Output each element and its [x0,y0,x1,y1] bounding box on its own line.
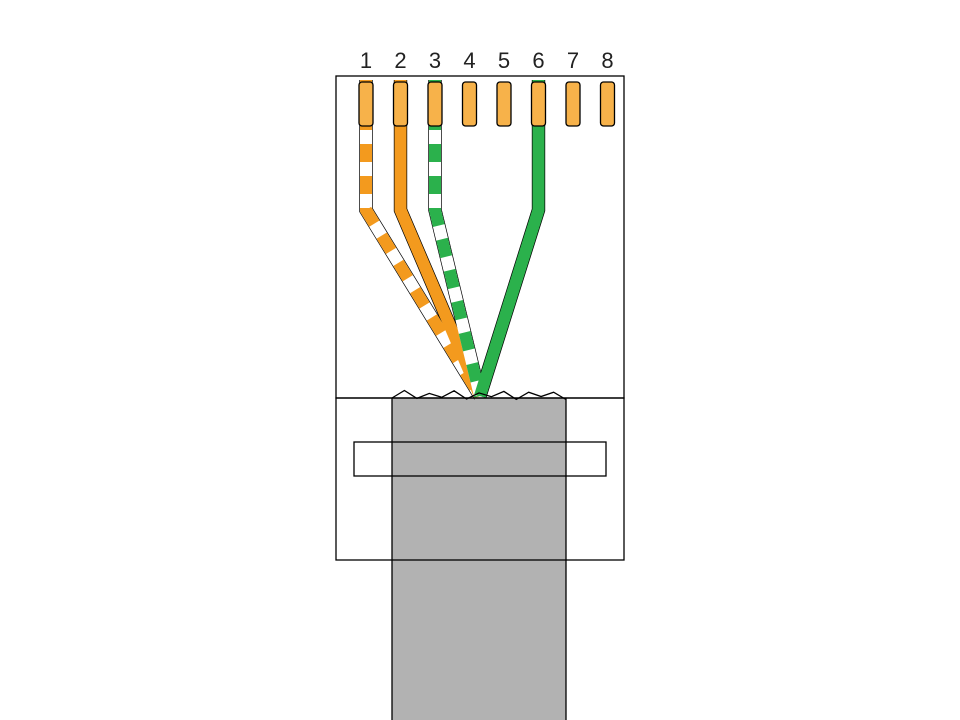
pin-label-3: 3 [425,48,445,74]
pin-label-6: 6 [529,48,549,74]
pin-contact-5 [497,82,511,126]
pin-label-4: 4 [460,48,480,74]
pin-contact-2 [394,82,408,126]
pins-group [359,82,615,126]
cable-jacket [392,398,566,720]
pin-label-1: 1 [356,48,376,74]
pin-label-8: 8 [598,48,618,74]
rj45-diagram-svg [0,0,960,720]
wires-group [366,80,539,396]
pin-label-2: 2 [391,48,411,74]
wire-pin-6 [480,80,539,396]
pin-contact-7 [566,82,580,126]
diagram-stage: 12345678 [0,0,960,720]
pin-contact-6 [532,82,546,126]
pin-contact-4 [463,82,477,126]
pin-contact-3 [428,82,442,126]
pin-contact-1 [359,82,373,126]
pin-contact-8 [601,82,615,126]
pin-label-5: 5 [494,48,514,74]
pin-label-7: 7 [563,48,583,74]
